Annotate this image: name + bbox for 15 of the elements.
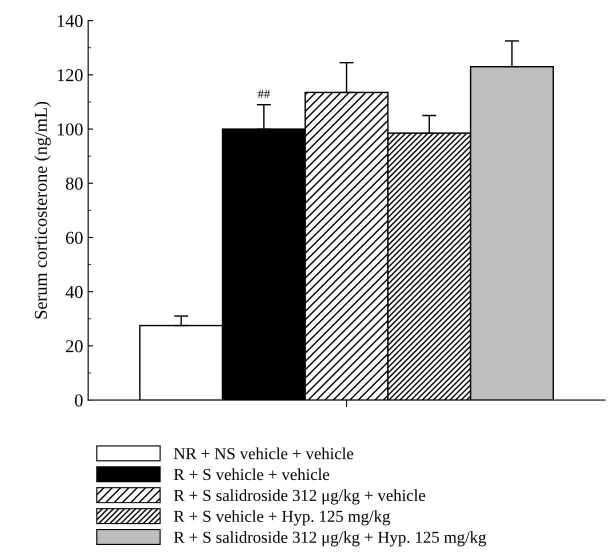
- y-tick-label: 40: [66, 286, 83, 298]
- y-tick-label: 0: [74, 394, 83, 407]
- y-axis-title: Serum corticosterone (ng/mL): [34, 102, 51, 318]
- legend-label: R + S salidroside 312 μg/kg + Hyp. 125 mg/kg: [174, 531, 486, 546]
- legend-label: R + S salidroside 312 μg/kg + vehicle: [174, 489, 426, 504]
- y-tick-label: 100: [58, 123, 83, 136]
- y-tick-label: 80: [66, 178, 83, 190]
- legend-label: R + S vehicle + Hyp. 125 mg/kg: [174, 510, 390, 526]
- legend-label: R + S vehicle + vehicle: [174, 468, 330, 480]
- y-tick-label: 60: [66, 232, 83, 244]
- y-tick-label: 20: [66, 340, 83, 352]
- annotation: ##: [258, 90, 270, 98]
- legend-label: NR + NS vehicle + vehicle: [174, 448, 354, 460]
- y-tick-label: 140: [58, 14, 83, 28]
- y-tick-label: 120: [58, 69, 83, 82]
